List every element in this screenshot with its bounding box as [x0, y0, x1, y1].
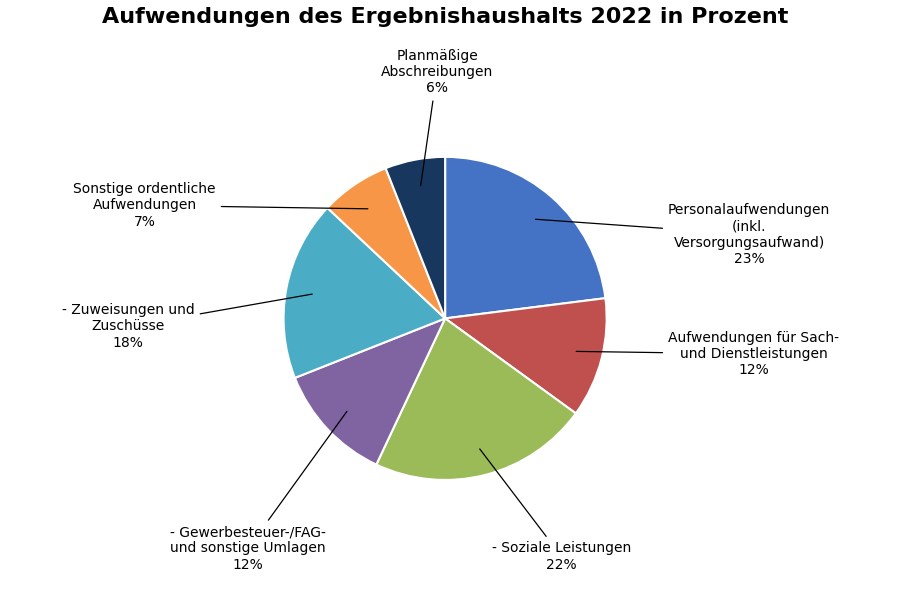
Text: - Zuweisungen und
Zuschüsse
18%: - Zuweisungen und Zuschüsse 18% [62, 294, 312, 350]
Text: Planmäßige
Abschreibungen
6%: Planmäßige Abschreibungen 6% [381, 49, 493, 185]
Text: Sonstige ordentliche
Aufwendungen
7%: Sonstige ordentliche Aufwendungen 7% [73, 182, 368, 229]
Text: - Gewerbesteuer-/FAG-
und sonstige Umlagen
12%: - Gewerbesteuer-/FAG- und sonstige Umlag… [170, 412, 346, 572]
Text: Personalaufwendungen
(inkl.
Versorgungsaufwand)
23%: Personalaufwendungen (inkl. Versorgungsa… [536, 203, 831, 266]
Wedge shape [446, 298, 607, 413]
Wedge shape [328, 168, 446, 319]
Wedge shape [446, 157, 606, 319]
Wedge shape [295, 319, 446, 464]
Text: - Soziale Leistungen
22%: - Soziale Leistungen 22% [480, 449, 631, 572]
Text: Aufwendungen für Sach-
und Dienstleistungen
12%: Aufwendungen für Sach- und Dienstleistun… [576, 331, 839, 377]
Wedge shape [385, 157, 446, 319]
Title: Aufwendungen des Ergebnishaushalts 2022 in Prozent: Aufwendungen des Ergebnishaushalts 2022 … [102, 7, 788, 27]
Wedge shape [376, 319, 576, 480]
Wedge shape [284, 208, 446, 378]
